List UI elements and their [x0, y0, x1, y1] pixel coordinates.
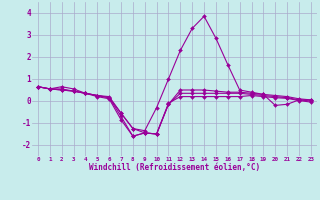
X-axis label: Windchill (Refroidissement éolien,°C): Windchill (Refroidissement éolien,°C)	[89, 163, 260, 172]
